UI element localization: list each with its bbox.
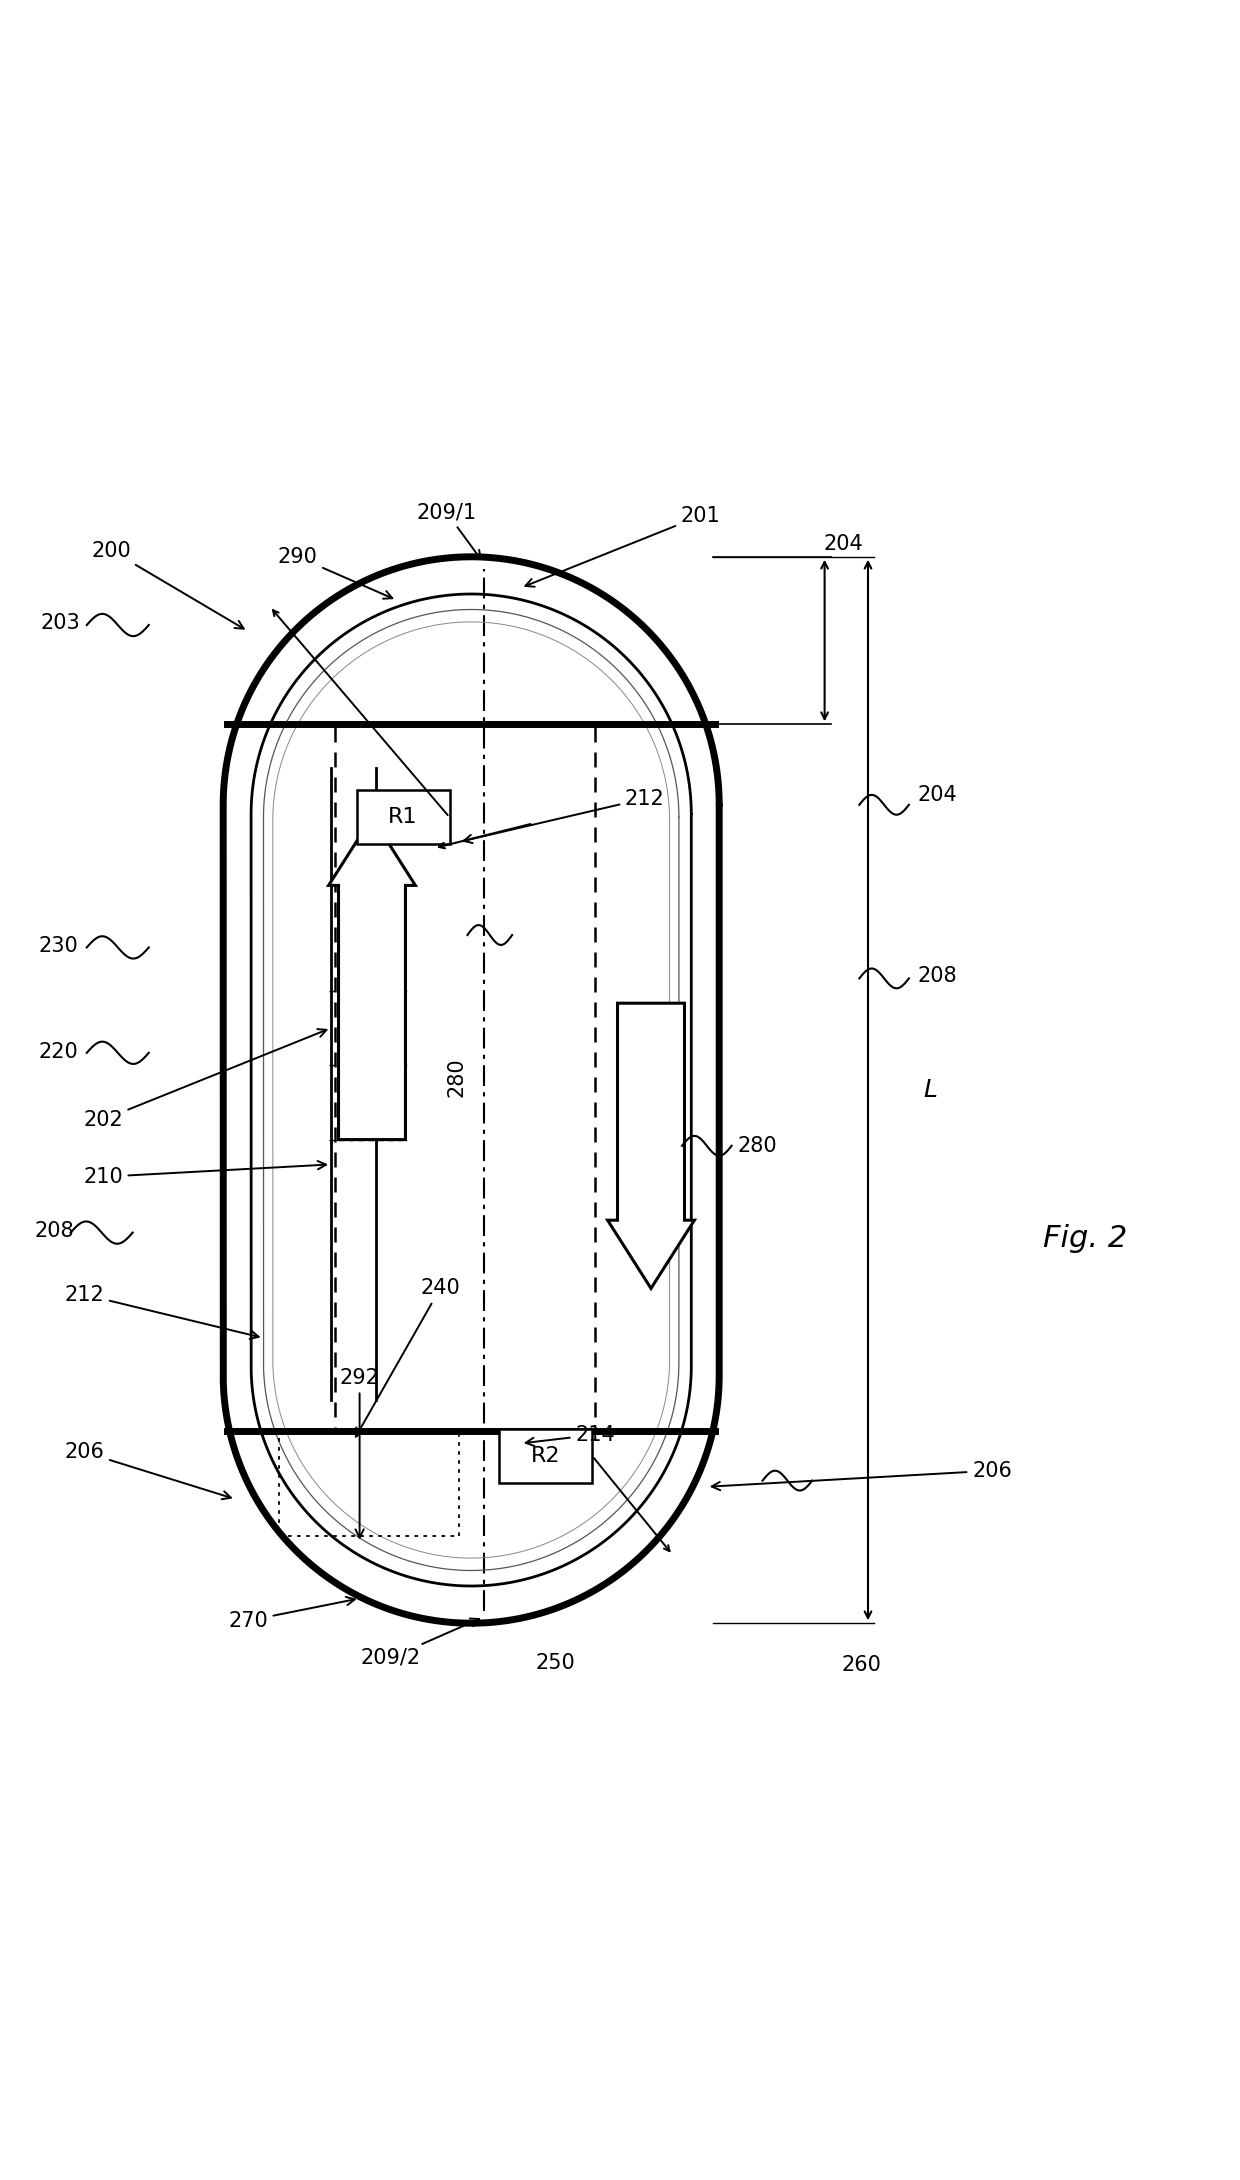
Text: 210: 210 bbox=[83, 1162, 326, 1186]
Text: R1: R1 bbox=[388, 807, 418, 826]
Text: 209/2: 209/2 bbox=[361, 1618, 479, 1668]
Polygon shape bbox=[608, 1003, 694, 1288]
Text: 212: 212 bbox=[64, 1284, 259, 1339]
Text: Fig. 2: Fig. 2 bbox=[1043, 1225, 1127, 1253]
Text: R2: R2 bbox=[531, 1445, 560, 1465]
Text: 208: 208 bbox=[35, 1221, 74, 1240]
Text: 208: 208 bbox=[918, 966, 957, 985]
Text: 209/1: 209/1 bbox=[417, 501, 481, 558]
Text: 212: 212 bbox=[464, 789, 665, 844]
Text: 200: 200 bbox=[92, 541, 244, 628]
Text: 280: 280 bbox=[738, 1136, 777, 1155]
Polygon shape bbox=[329, 818, 415, 1140]
Text: 270: 270 bbox=[228, 1598, 355, 1631]
Text: 203: 203 bbox=[41, 613, 81, 632]
FancyBboxPatch shape bbox=[498, 1428, 593, 1482]
Text: 202: 202 bbox=[83, 1029, 326, 1129]
Text: 260: 260 bbox=[842, 1655, 882, 1676]
Text: 240: 240 bbox=[356, 1277, 460, 1437]
Text: 220: 220 bbox=[38, 1042, 78, 1062]
Text: 204: 204 bbox=[823, 534, 863, 554]
Text: 204: 204 bbox=[918, 785, 957, 804]
Text: 201: 201 bbox=[526, 506, 720, 586]
Text: 214: 214 bbox=[526, 1426, 615, 1445]
Text: L: L bbox=[923, 1077, 937, 1103]
FancyBboxPatch shape bbox=[357, 789, 450, 844]
Text: 230: 230 bbox=[38, 935, 78, 957]
Text: 206: 206 bbox=[712, 1461, 1012, 1491]
Text: 280: 280 bbox=[446, 1057, 466, 1097]
Text: 292: 292 bbox=[340, 1367, 379, 1537]
Text: 250: 250 bbox=[536, 1652, 575, 1672]
Text: 206: 206 bbox=[64, 1443, 231, 1500]
Text: 290: 290 bbox=[278, 547, 392, 600]
